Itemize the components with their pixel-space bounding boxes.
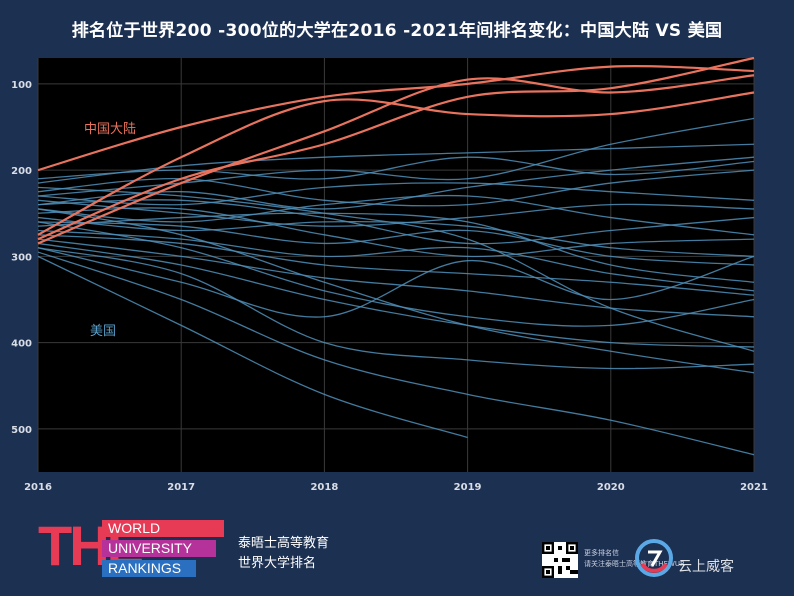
- usa-series-line: [37, 229, 755, 292]
- x-tick-label: 2018: [310, 482, 338, 493]
- publisher-name: 泰晤士高等教育 世界大学排名: [238, 534, 329, 574]
- usa-series-line: [37, 199, 755, 245]
- usa-series-line: [37, 255, 468, 439]
- usa-series-line: [37, 182, 755, 206]
- publisher-line-1: 泰晤士高等教育: [238, 536, 330, 551]
- china-annotation: 中国大陆: [84, 121, 136, 137]
- usa-series-line: [37, 242, 755, 348]
- usa-series-line: [37, 117, 755, 197]
- x-axis: 2016 2017 2018 2019 2020 2021: [24, 482, 768, 493]
- usa-series-line: [37, 156, 755, 180]
- usa-series-line: [37, 251, 755, 456]
- usa-series-line: [37, 221, 755, 266]
- the-rankings-logo: THE WORLD UNIVERSITY RANKINGS: [38, 518, 228, 580]
- y-tick-label: 500: [11, 425, 32, 436]
- publisher-line-2: 世界大学排名: [238, 556, 317, 571]
- y-tick-label: 200: [11, 166, 32, 177]
- y-axis: 100 200 300 400 500: [11, 80, 32, 436]
- y-tick-label: 400: [11, 339, 32, 350]
- x-tick-label: 2017: [167, 482, 195, 493]
- logo-rankings-label: RANKINGS: [102, 560, 196, 577]
- y-tick-label: 100: [11, 80, 32, 91]
- usa-series-line: [37, 247, 755, 370]
- qr-caption-line-2: 请关注泰晤士高等教育THEWUR: [584, 560, 685, 568]
- line-chart: 100 200 300 400 500 2016 2017 2018 2019 2020 2021…: [11, 56, 768, 493]
- china-series-line: [37, 91, 755, 236]
- watermark-text: 云上威客: [678, 559, 734, 575]
- qr-caption-line-1: 更多排名信: [584, 549, 619, 557]
- y-tick-label: 300: [11, 252, 32, 263]
- usa-series-line: [37, 208, 755, 374]
- usa-series-line: [37, 238, 755, 318]
- x-tick-label: 2016: [24, 482, 52, 493]
- x-tick-label: 2019: [454, 482, 482, 493]
- logo-university-label: UNIVERSITY: [102, 540, 216, 557]
- usa-series-line: [37, 143, 755, 184]
- china-series-line: [37, 65, 755, 172]
- usa-series-line: [37, 221, 755, 327]
- plot-area: [38, 58, 754, 472]
- usa-series-line: [37, 186, 755, 352]
- usa-annotation: 美国: [90, 324, 116, 339]
- series-lines: [37, 56, 755, 456]
- qr-code-icon: [542, 542, 578, 578]
- usa-series-line: [37, 234, 755, 296]
- qr-caption: 更多排名信 请关注泰晤士高等教育THEWUR: [584, 548, 685, 570]
- chart-title: 排名位于世界200 -300位的大学在2016 -2021年间排名变化：中国大陆…: [71, 21, 723, 41]
- logo-world-label: WORLD: [102, 520, 224, 537]
- watermark-logo-icon: [635, 539, 673, 577]
- usa-series-line: [37, 194, 755, 236]
- usa-series-line: [37, 207, 755, 258]
- usa-series-line: [37, 212, 755, 283]
- x-tick-label: 2020: [597, 482, 625, 493]
- china-series-line: [37, 74, 755, 245]
- usa-series-line: [37, 169, 755, 207]
- china-series-line: [37, 56, 755, 241]
- x-tick-label: 2021: [740, 482, 768, 493]
- usa-series-line: [37, 247, 755, 318]
